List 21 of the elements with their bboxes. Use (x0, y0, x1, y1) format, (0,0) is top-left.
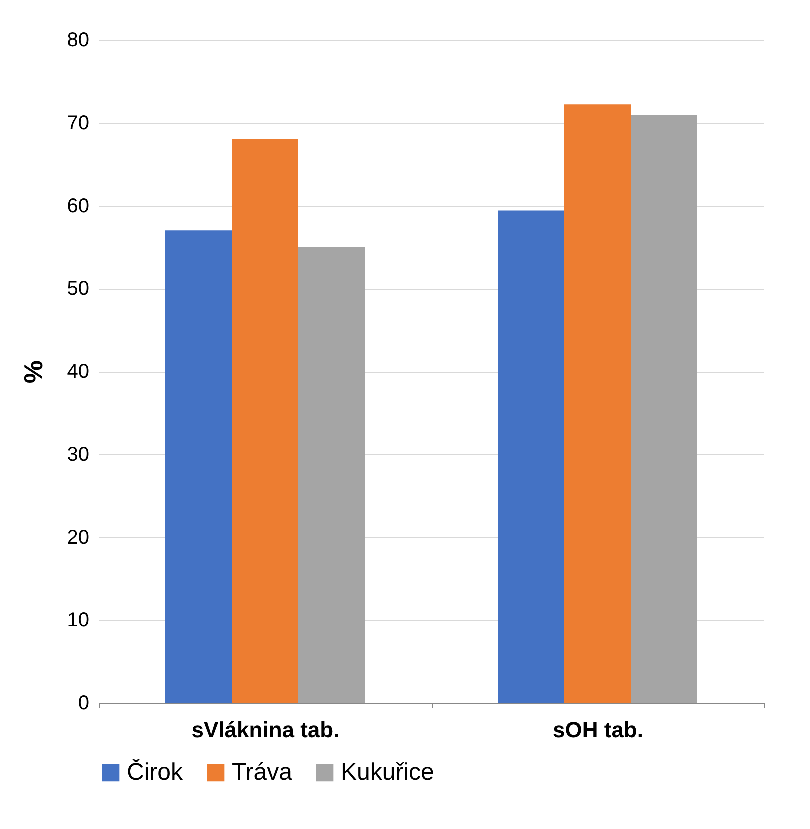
bar (298, 247, 365, 703)
y-tick-label: 70 (67, 112, 90, 134)
legend-label: Kukuřice (341, 759, 434, 786)
legend-label: Čirok (127, 759, 184, 786)
x-tick-label: sVláknina tab. (192, 718, 340, 742)
y-tick-label: 10 (67, 610, 90, 632)
y-tick-label: 20 (67, 526, 90, 549)
y-tick-label: 40 (67, 361, 90, 383)
y-tick-label: 80 (67, 30, 90, 52)
bar (498, 210, 564, 703)
y-tick-label: 30 (67, 444, 90, 466)
bar (631, 115, 698, 703)
y-tick-label: 0 (78, 692, 90, 714)
bar (166, 230, 232, 703)
x-tick-label: sOH tab. (553, 718, 644, 742)
y-axis-title: % (18, 360, 48, 384)
legend-label: Tráva (232, 759, 294, 786)
y-tick-label: 60 (67, 195, 90, 218)
y-tick-label: 50 (67, 278, 90, 300)
bar (232, 139, 298, 703)
bar (564, 104, 631, 703)
